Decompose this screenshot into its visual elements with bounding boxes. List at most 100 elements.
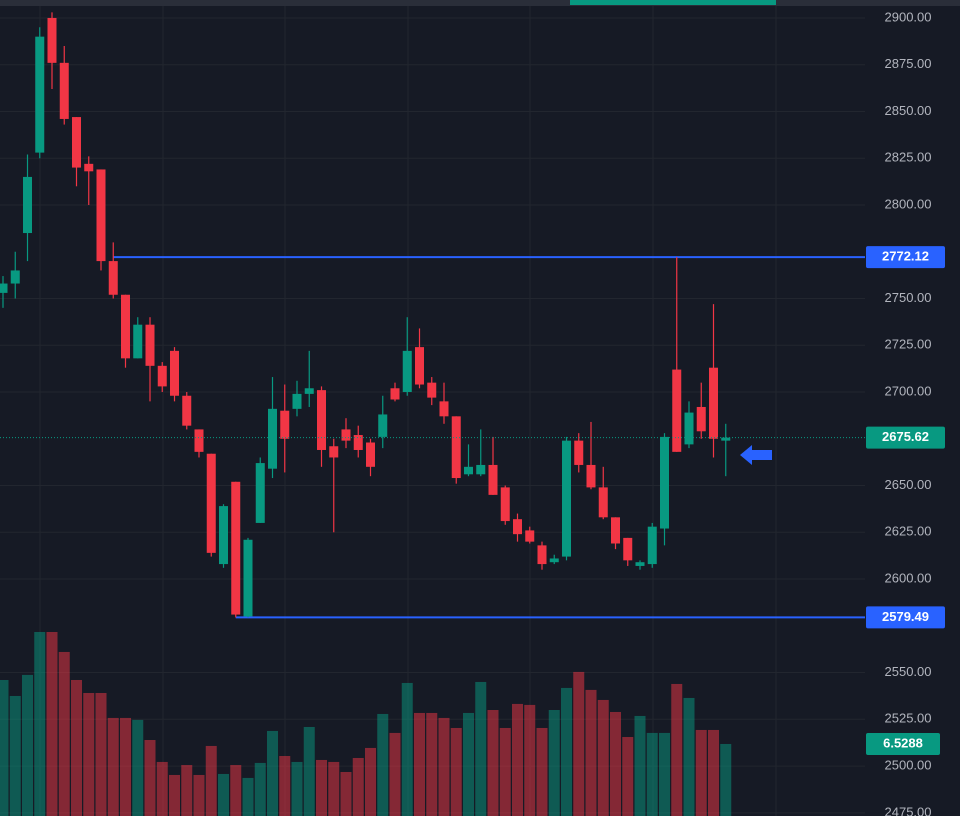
candle-body	[84, 163, 94, 172]
candle-body	[268, 408, 277, 469]
candle-body	[537, 545, 547, 565]
volume-bar	[708, 729, 719, 816]
price-label: 6.5288	[883, 735, 923, 750]
candle-body	[721, 437, 731, 441]
volume-bar	[303, 726, 315, 816]
volume-bar	[22, 674, 33, 816]
volume-bar	[9, 695, 21, 816]
candle-body	[10, 270, 20, 284]
y-tick-label: 2825.00	[885, 150, 932, 165]
volume-bar	[499, 727, 511, 816]
price-label: 2675.62	[882, 429, 929, 444]
candle-body	[598, 487, 608, 518]
candle-body	[121, 294, 130, 359]
price-label-box	[866, 732, 940, 755]
volume-bar	[34, 632, 46, 816]
volume-bar	[169, 774, 180, 816]
candle-body	[317, 390, 326, 450]
volume-bar	[512, 703, 523, 816]
candle-body	[709, 367, 718, 439]
candle-body	[231, 481, 241, 615]
candle-body	[660, 436, 669, 529]
volume-bar	[95, 693, 107, 816]
candle-body	[623, 537, 633, 561]
candle-body	[255, 463, 265, 523]
volume-bar	[695, 729, 707, 816]
candle-body	[133, 324, 143, 359]
volume-bar	[561, 687, 572, 816]
candle-body	[108, 261, 118, 295]
volume-bar	[242, 777, 254, 816]
candle-body	[23, 176, 32, 234]
volume-bar	[524, 704, 536, 816]
candle-body	[206, 453, 216, 553]
volume-bar	[316, 759, 327, 816]
volume-bar	[352, 757, 364, 816]
y-tick-label: 2900.00	[885, 9, 932, 24]
candle-body	[451, 416, 461, 479]
volume-bar	[0, 679, 9, 816]
volume-bar	[132, 719, 144, 816]
volume-bar	[414, 712, 425, 816]
candle-body	[157, 365, 167, 387]
candle-body	[182, 395, 192, 426]
y-tick-label: 2850.00	[885, 103, 932, 118]
volume-bar	[426, 712, 438, 816]
volume-bar	[548, 709, 560, 816]
volume-bar	[487, 709, 499, 816]
volume-bar	[193, 774, 205, 816]
candle-body	[390, 388, 400, 400]
volume-bar	[646, 732, 658, 816]
candle-body	[145, 324, 155, 366]
candle-body	[696, 406, 706, 432]
candle-body	[47, 17, 57, 63]
y-tick-label: 2525.00	[885, 711, 932, 726]
volume-bar	[181, 765, 193, 816]
volume-bar	[585, 689, 597, 816]
candle-body	[439, 401, 449, 417]
volume-bar	[107, 717, 119, 816]
y-tick-label: 2500.00	[885, 758, 932, 773]
candle-body	[488, 464, 498, 495]
candle-body	[243, 539, 253, 617]
candle-body	[280, 410, 290, 439]
candle-body	[586, 464, 596, 488]
candle-body	[549, 558, 559, 563]
volume-bar	[365, 747, 376, 816]
candle-body	[35, 36, 45, 153]
candle-body	[341, 429, 351, 441]
volume-bar	[720, 743, 732, 816]
candle-body	[574, 440, 584, 465]
y-tick-label: 2650.00	[885, 477, 932, 492]
candle-body	[647, 526, 657, 565]
candle-body	[402, 350, 412, 393]
y-tick-label: 2550.00	[885, 664, 932, 679]
volume-bar	[463, 712, 474, 816]
volume-bar	[659, 732, 670, 816]
volume-bar	[340, 771, 352, 816]
top-border	[0, 0, 960, 6]
candle-body	[611, 517, 620, 544]
arrow-icon	[740, 445, 772, 465]
candle-body	[464, 466, 473, 475]
candle-body	[672, 369, 682, 452]
candle-body	[513, 519, 522, 535]
volume-bar	[401, 682, 413, 816]
volume-bar	[450, 727, 462, 816]
volume-bar	[58, 651, 70, 816]
y-tick-label: 2750.00	[885, 290, 932, 305]
volume-bar	[536, 727, 548, 816]
volume-bar	[267, 730, 278, 816]
candle-body	[194, 429, 204, 452]
volume-bar	[475, 681, 487, 816]
volume-bar	[610, 711, 621, 816]
candle-body	[292, 393, 302, 409]
candle-body	[219, 506, 228, 565]
volume-bar	[71, 679, 82, 816]
price-label-box	[866, 246, 945, 269]
candle-body	[72, 117, 81, 168]
volume-bar	[254, 762, 266, 816]
candle-body	[525, 530, 535, 542]
volume-bar	[377, 713, 389, 816]
